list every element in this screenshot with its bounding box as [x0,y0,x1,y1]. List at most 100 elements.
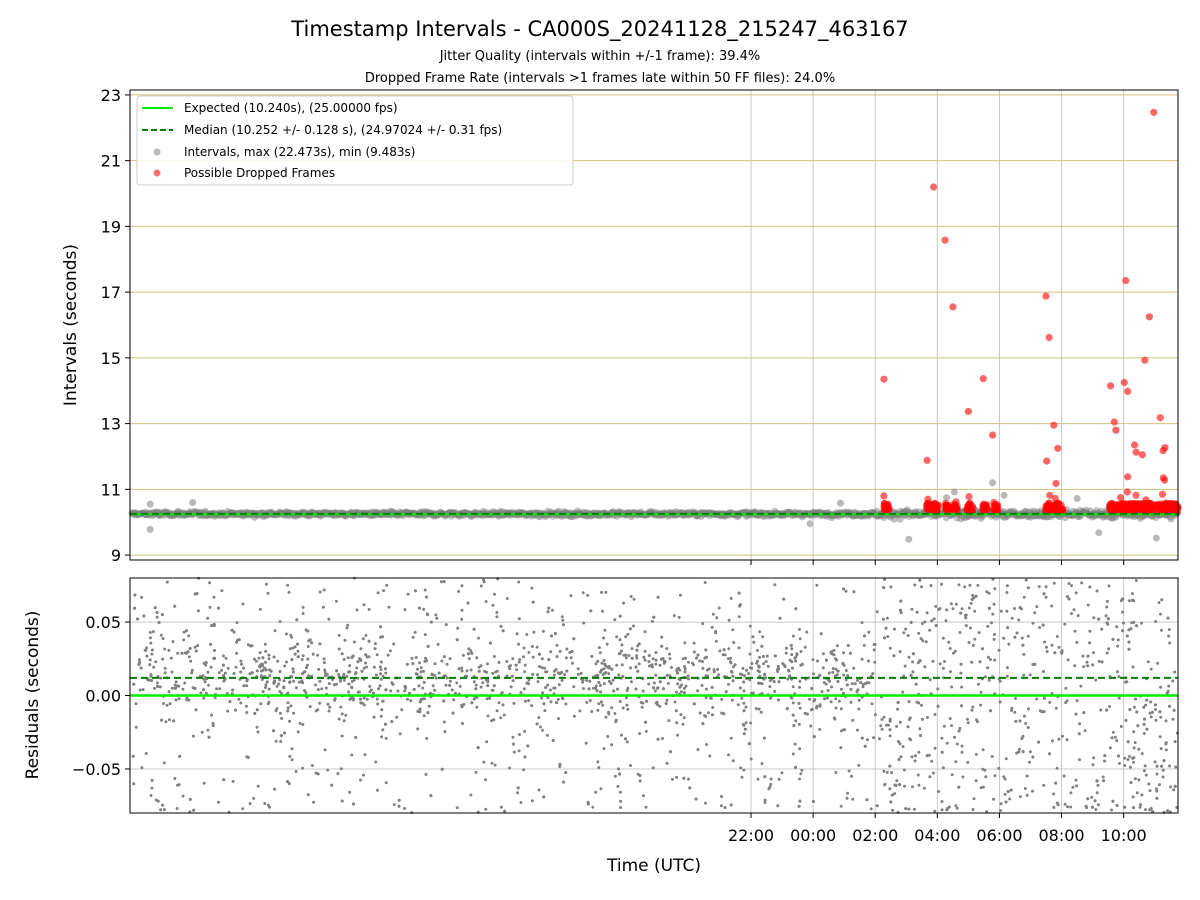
residual-point [880,718,884,721]
residual-point [660,635,664,639]
residual-point [555,655,559,659]
residual-point [151,630,155,634]
residual-point [974,779,978,783]
dropped-frame-point [1161,476,1169,484]
residual-point [1033,611,1037,615]
residual-point [707,667,711,671]
residual-point [582,687,585,690]
residual-point [267,653,271,657]
residual-point [246,643,250,647]
residual-point [878,737,881,741]
residual-point [138,688,142,692]
residual-point [1132,760,1135,764]
residual-point [736,703,740,707]
residual-point [644,729,648,733]
interval-outlier-point [146,525,154,533]
residual-point [617,652,621,656]
residual-point [474,687,478,691]
residual-point [1116,638,1120,642]
residual-point [1115,625,1119,629]
residual-point [879,724,883,728]
residual-point [748,678,752,682]
residual-point [340,799,344,803]
residual-point [339,705,343,709]
residual-point [161,637,165,640]
residual-point [798,685,801,689]
residual-point [278,670,282,673]
residual-point [1173,670,1177,674]
residual-point [287,590,291,594]
residual-point [616,784,620,788]
residual-point [897,758,901,761]
residual-point [614,720,618,724]
residual-point [664,702,668,705]
residual-point [600,590,603,594]
residual-point [993,774,997,778]
residual-point [696,689,700,693]
residual-point [656,595,660,599]
residual-point [541,691,545,695]
intervals-ytick-label: 17 [101,283,121,302]
residual-point [241,602,245,606]
residual-point [342,719,346,723]
residual-point [532,630,536,634]
dropped-frame-point [930,183,938,191]
residual-point [291,667,295,671]
residual-point [352,802,355,806]
residual-point [625,740,629,744]
dropped-frame-point [880,492,888,500]
residual-point [748,624,752,628]
residual-point [908,737,912,741]
residual-point [372,665,376,669]
residual-point [651,619,654,623]
residual-point [1037,585,1041,589]
residual-point [906,725,910,729]
residual-point [222,674,226,678]
residual-point [419,670,423,674]
residual-point [618,614,622,618]
residual-point [1020,736,1024,740]
residual-point [150,786,154,790]
residual-point [202,781,206,785]
residual-point [613,618,617,622]
residual-point [622,601,625,605]
residual-point [692,650,696,654]
residual-point [1031,663,1035,666]
residual-point [1154,718,1158,722]
residual-point [1137,778,1141,782]
residual-point [727,647,731,651]
residual-point [594,662,598,666]
residual-point [920,585,923,589]
residual-point [636,669,640,673]
residual-point [973,609,977,613]
residual-point [790,696,794,700]
residual-point [415,672,419,676]
residual-point [1088,585,1092,589]
residual-point [751,635,755,639]
residual-point [682,776,686,780]
residual-point [654,658,658,662]
residual-point [1142,732,1146,735]
residual-point [943,660,946,663]
dropped-frame-point [1115,502,1123,510]
residual-point [293,645,297,649]
residual-point [477,669,481,673]
residual-point [888,728,892,732]
residual-point [460,669,464,673]
residual-point [1101,775,1105,779]
residual-point [830,652,834,656]
residual-point [1164,748,1168,752]
residual-point [536,680,540,684]
residual-point [286,583,290,587]
residual-point [201,674,205,678]
residual-point [173,604,177,608]
residual-point [742,701,746,705]
residual-point [1151,810,1155,814]
residual-point [983,768,987,772]
intervals-ytick-label: 11 [101,480,121,499]
residual-point [875,610,879,614]
residual-point [640,705,644,709]
dropped-frame-point [1137,505,1145,513]
residual-point [505,674,509,678]
residual-point [638,779,642,783]
